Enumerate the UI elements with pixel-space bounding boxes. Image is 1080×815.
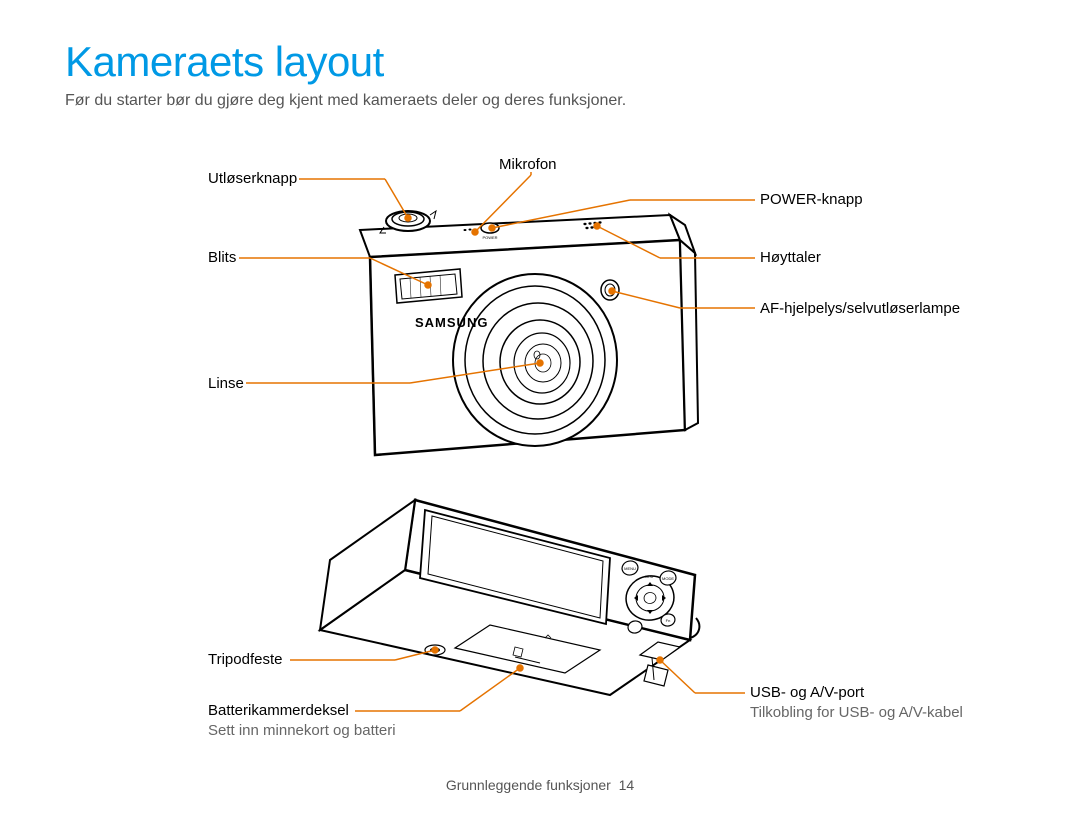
leader-lines: [0, 0, 1080, 815]
label-mikrofon: Mikrofon: [499, 156, 557, 173]
label-utloserknapp: Utløserknapp: [208, 170, 297, 187]
label-tilkobling: Tilkobling for USB- og A/V-kabel: [750, 704, 963, 721]
label-linse: Linse: [208, 375, 244, 392]
label-batteri: Batterikammerdeksel: [208, 702, 349, 719]
page-footer: Grunnleggende funksjoner 14: [0, 777, 1080, 793]
label-sett: Sett inn minnekort og batteri: [208, 722, 396, 739]
footer-section: Grunnleggende funksjoner: [446, 777, 611, 793]
label-power: POWER-knapp: [760, 191, 863, 208]
label-hoyttaler: Høyttaler: [760, 249, 821, 266]
label-af: AF-hjelpelys/selvutløserlampe: [760, 300, 960, 317]
label-blits: Blits: [208, 249, 236, 266]
label-usb: USB- og A/V-port: [750, 684, 864, 701]
label-tripod: Tripodfeste: [208, 651, 282, 668]
footer-page: 14: [619, 777, 635, 793]
